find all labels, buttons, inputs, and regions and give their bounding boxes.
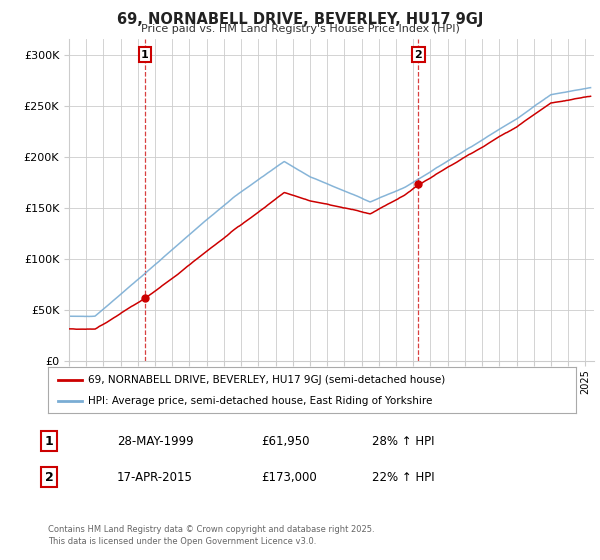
Text: £173,000: £173,000 (261, 470, 317, 484)
Text: 28-MAY-1999: 28-MAY-1999 (117, 435, 194, 448)
Text: 69, NORNABELL DRIVE, BEVERLEY, HU17 9GJ (semi-detached house): 69, NORNABELL DRIVE, BEVERLEY, HU17 9GJ … (88, 375, 445, 385)
Text: 22% ↑ HPI: 22% ↑ HPI (372, 470, 434, 484)
Text: 69, NORNABELL DRIVE, BEVERLEY, HU17 9GJ: 69, NORNABELL DRIVE, BEVERLEY, HU17 9GJ (117, 12, 483, 27)
Text: 17-APR-2015: 17-APR-2015 (117, 470, 193, 484)
Text: Price paid vs. HM Land Registry's House Price Index (HPI): Price paid vs. HM Land Registry's House … (140, 24, 460, 34)
Text: £61,950: £61,950 (261, 435, 310, 448)
Text: 28% ↑ HPI: 28% ↑ HPI (372, 435, 434, 448)
Text: HPI: Average price, semi-detached house, East Riding of Yorkshire: HPI: Average price, semi-detached house,… (88, 396, 432, 406)
Text: 1: 1 (141, 49, 149, 59)
Text: 1: 1 (45, 435, 53, 448)
Text: 2: 2 (415, 49, 422, 59)
Text: 2: 2 (45, 470, 53, 484)
Text: Contains HM Land Registry data © Crown copyright and database right 2025.
This d: Contains HM Land Registry data © Crown c… (48, 525, 374, 546)
